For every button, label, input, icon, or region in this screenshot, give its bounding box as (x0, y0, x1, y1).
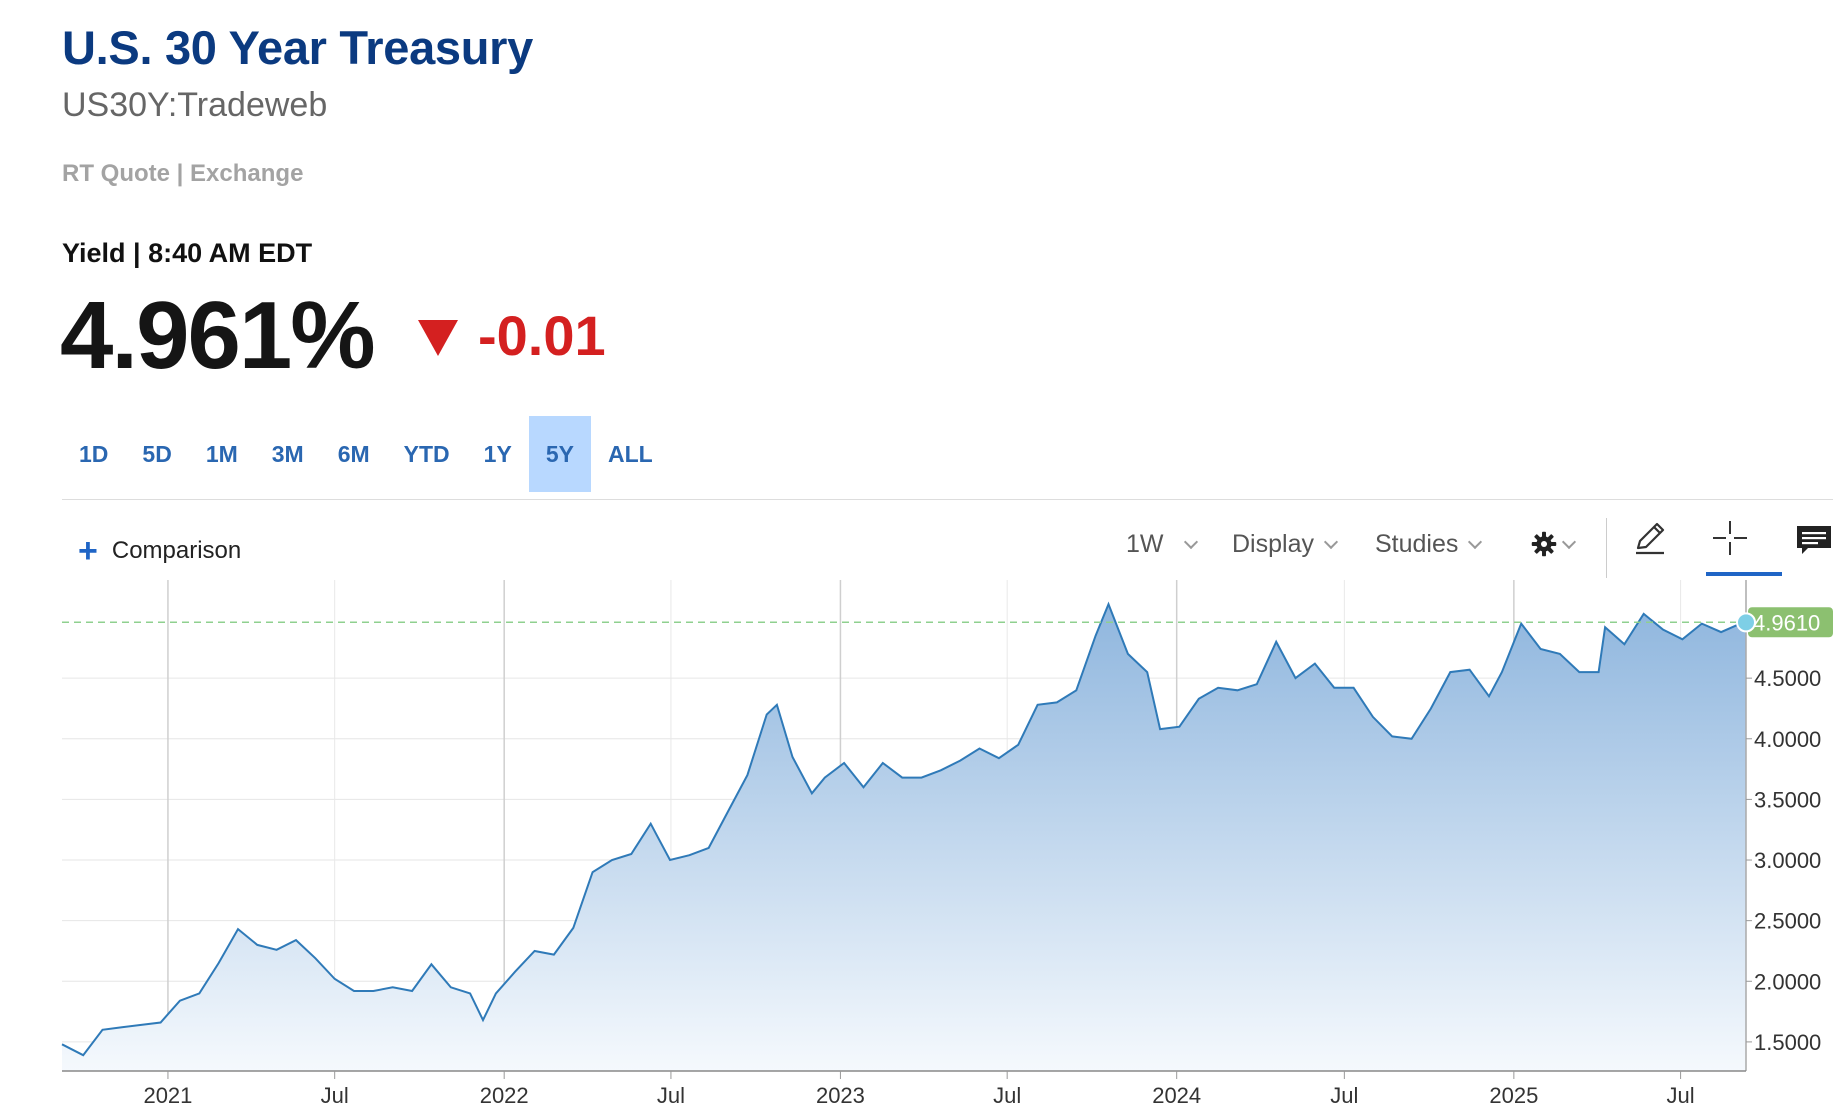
display-label: Display (1232, 529, 1314, 558)
down-arrow-icon (418, 320, 458, 356)
toolbar-separator (1606, 518, 1607, 578)
crosshair-active-indicator (1706, 572, 1782, 576)
studies-label: Studies (1375, 529, 1459, 558)
range-1y[interactable]: 1Y (483, 441, 512, 467)
range-6m[interactable]: 6M (337, 441, 370, 467)
comparison-button[interactable]: + Comparison (78, 534, 241, 568)
y-tick-label: 4.0000 (1754, 727, 1821, 752)
x-tick-label: Jul (1330, 1083, 1358, 1108)
x-tick-label: Jul (1667, 1083, 1695, 1108)
interval-label: 1W (1126, 529, 1164, 558)
settings-button[interactable] (1530, 524, 1577, 564)
divider (62, 499, 1833, 500)
range-5d[interactable]: 5D (142, 441, 172, 467)
gear-icon (1531, 531, 1557, 557)
comparison-label: Comparison (111, 537, 242, 564)
crosshair-icon (1713, 521, 1747, 555)
range-selector: 1D 5D 1M 3M 6M YTD 1Y 5Y ALL (62, 416, 670, 492)
chevron-down-icon (1323, 534, 1339, 550)
comment-icon (1797, 526, 1831, 554)
chevron-down-icon (1561, 534, 1577, 550)
x-tick-label: Jul (993, 1083, 1021, 1108)
y-tick-label: 3.5000 (1754, 787, 1821, 812)
interval-dropdown[interactable]: 1W (1126, 524, 1198, 564)
y-tick-label: 3.0000 (1754, 848, 1821, 873)
symbol-label: US30Y:Tradeweb (62, 86, 328, 124)
quote-source: RT Quote | Exchange (62, 160, 304, 187)
x-tick-label: 2021 (143, 1083, 192, 1108)
display-dropdown[interactable]: Display (1232, 524, 1339, 564)
yield-chart[interactable]: 1.5000 2.0000 2.5000 3.0000 3.5000 4.0000 4.50… (0, 580, 1833, 1111)
last-point-marker (1736, 612, 1756, 633)
price-change-value: -0.01 (478, 304, 606, 367)
range-1d[interactable]: 1D (79, 441, 109, 467)
price-change: -0.01 (418, 308, 606, 364)
draw-button[interactable] (1630, 518, 1670, 558)
series-line (61, 601, 1747, 1057)
y-tick-label: 1.5000 (1754, 1030, 1821, 1055)
studies-dropdown[interactable]: Studies (1375, 524, 1483, 564)
y-tick-label: 2.0000 (1754, 969, 1821, 994)
page-title: U.S. 30 Year Treasury (62, 21, 533, 74)
range-5y[interactable]: 5Y (528, 416, 591, 492)
range-1m[interactable]: 1M (205, 441, 238, 467)
comment-button[interactable] (1796, 520, 1832, 560)
plus-icon: + (78, 532, 98, 570)
range-ytd[interactable]: YTD (403, 441, 450, 467)
range-3m[interactable]: 3M (271, 441, 304, 467)
x-tick-label: 2025 (1489, 1083, 1538, 1108)
x-tick-label: 2024 (1152, 1083, 1201, 1108)
range-all[interactable]: ALL (607, 441, 653, 467)
last-value-label: 4.9610 (1753, 610, 1820, 635)
x-tick-label: 2023 (816, 1083, 865, 1108)
x-tick-label: Jul (657, 1083, 685, 1108)
chevron-down-icon (1468, 534, 1483, 550)
crosshair-button[interactable] (1710, 518, 1750, 558)
series-area (62, 604, 1746, 1071)
yield-price: 4.961% (60, 282, 376, 389)
pencil-icon (1636, 522, 1665, 555)
y-tick-label: 2.5000 (1754, 909, 1821, 934)
last-value-badge (1748, 607, 1833, 638)
y-tick-label: 4.5000 (1754, 666, 1821, 691)
x-tick-label: Jul (321, 1083, 349, 1108)
x-tick-label: 2022 (480, 1083, 529, 1108)
yield-timestamp: Yield | 8:40 AM EDT (62, 238, 313, 268)
chevron-down-icon (1183, 534, 1198, 550)
